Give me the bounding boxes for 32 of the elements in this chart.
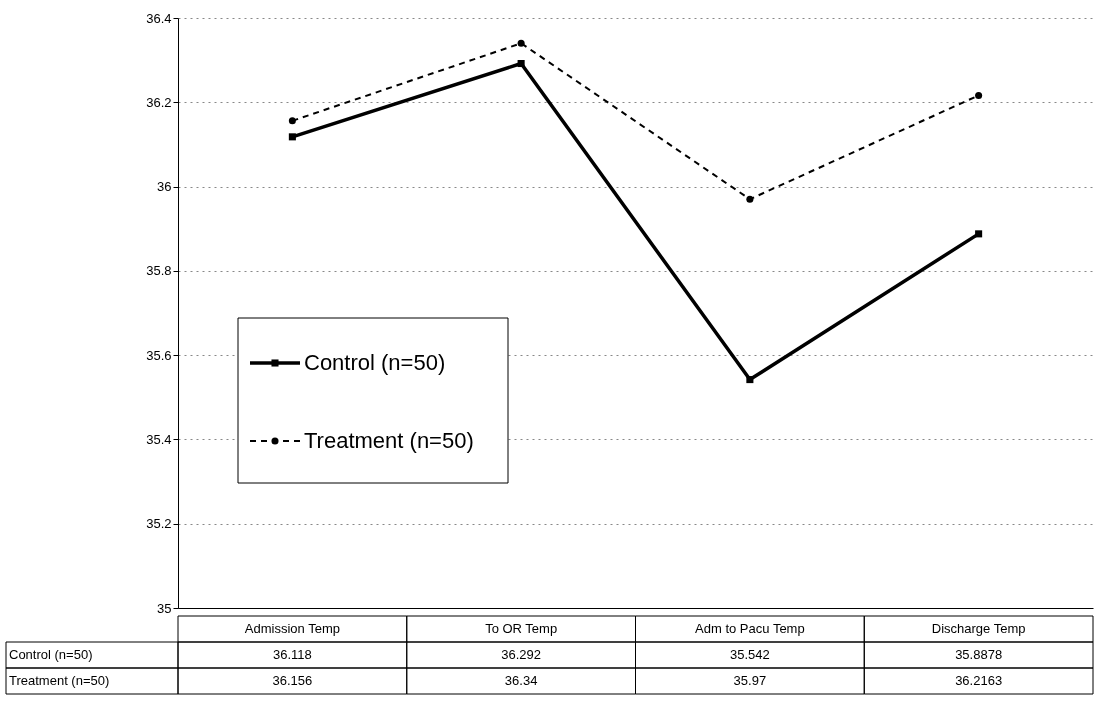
point xyxy=(975,230,983,238)
y-tick-label: 36.4 xyxy=(146,10,172,26)
y-tick-label: 35.2 xyxy=(146,516,172,532)
data-label: 36.156 xyxy=(272,673,313,688)
point xyxy=(746,376,754,384)
x-tick-label: Admission Temp xyxy=(244,621,340,636)
y-tick-label: 35.8 xyxy=(146,263,172,279)
x-tick-label: Discharge Temp xyxy=(931,621,1026,636)
x-tick-label: To OR Temp xyxy=(485,621,558,636)
text: Control (n=50) xyxy=(9,647,93,662)
data-label: 36.34 xyxy=(504,673,538,688)
point xyxy=(746,195,754,203)
point xyxy=(517,59,525,68)
legend-label: Control (n=50) xyxy=(304,350,446,375)
data-label: 36.2163 xyxy=(955,673,1003,688)
data-label: 35.97 xyxy=(733,673,767,688)
point xyxy=(517,39,525,47)
data-label: 36.118 xyxy=(272,647,312,662)
data-label: 35.8878 xyxy=(955,647,1003,662)
text: Treatment (n=50) xyxy=(9,673,110,688)
y-tick-label: 35 xyxy=(157,600,172,616)
y-tick-label: 36.2 xyxy=(146,94,172,110)
y-tick-label: 36 xyxy=(157,179,172,195)
legend-label: Treatment (n=50) xyxy=(304,428,474,453)
data-label: 35.542 xyxy=(729,647,770,662)
y-tick-label: 35.6 xyxy=(146,347,172,363)
point xyxy=(288,117,296,125)
y-tick-label: 35.4 xyxy=(146,431,172,447)
point xyxy=(975,91,983,99)
x-tick-label: Adm to Pacu Temp xyxy=(695,621,805,636)
data-label: 36.292 xyxy=(501,647,542,662)
point xyxy=(288,133,296,141)
